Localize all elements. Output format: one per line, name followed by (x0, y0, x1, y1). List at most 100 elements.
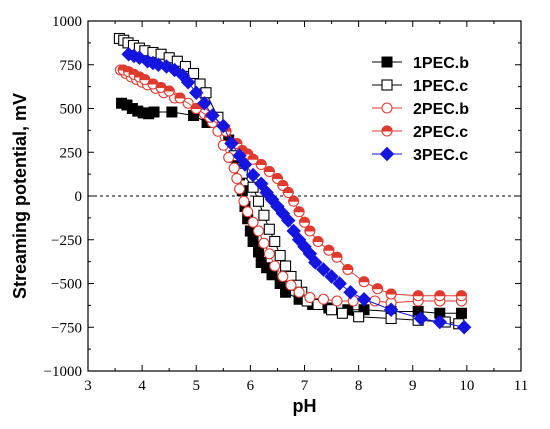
y-tick-label: 1000 (52, 14, 82, 30)
data-point-3pec-c (456, 320, 472, 335)
legend-label-2pec-b: 2PEC.b (413, 101, 469, 118)
data-point-3pec-c (316, 262, 331, 277)
data-point-1pec-c (326, 304, 338, 316)
data-point-3pec-c (324, 269, 339, 284)
data-point-3pec-c (343, 285, 358, 300)
data-point-2pec-c (255, 158, 267, 171)
data-point-2pec-b (242, 206, 254, 218)
data-point-1pec-c (187, 67, 200, 80)
data-point-2pec-b (238, 195, 250, 207)
data-point-1pec-b (252, 246, 264, 258)
data-point-1pec-c (252, 195, 265, 207)
data-point-2pec-b (331, 295, 343, 307)
data-point-2pec-c-fill (255, 159, 267, 165)
data-point-2pec-c (139, 74, 151, 86)
data-point-1pec-b (148, 106, 160, 118)
data-point-2pec-c (385, 288, 397, 300)
y-tick-label: −1000 (44, 364, 82, 380)
data-point-2pec-b (247, 216, 259, 228)
data-point-2pec-c (155, 81, 167, 94)
data-point-2pec-c-fill (455, 290, 467, 297)
data-point-2pec-c-fill (372, 283, 384, 290)
legend-item-2pec-b: 2PEC.b (372, 101, 469, 118)
data-point-1pec-c (269, 235, 281, 248)
data-point-1pec-b (455, 307, 467, 319)
data-point-2pec-b (304, 291, 316, 304)
data-point-2pec-b (252, 225, 265, 237)
data-point-3pec-c (253, 176, 269, 191)
data-point-3pec-c (432, 314, 448, 330)
legend-item-1pec-b: 1PEC.b (372, 55, 469, 72)
x-tick-label: 7 (301, 378, 309, 394)
y-tick-label: 250 (60, 145, 83, 161)
data-point-2pec-b (293, 286, 305, 298)
data-point-2pec-c (271, 172, 283, 185)
data-point-2pec-c (372, 283, 384, 295)
data-point-3pec-c (383, 302, 399, 317)
data-point-2pec-c (247, 153, 259, 165)
data-point-2pec-c-fill (271, 173, 283, 179)
data-point-2pec-c (412, 290, 424, 302)
data-point-3pec-c (281, 213, 296, 228)
data-point-2pec-c-fill (385, 288, 397, 295)
legend-marker-3pec-c (379, 146, 395, 162)
data-point-1pec-c (274, 249, 286, 262)
data-point-2pec-c (358, 276, 370, 288)
data-point-2pec-c (298, 216, 311, 228)
data-point-2pec-b (263, 248, 275, 260)
y-tick-label: 0 (75, 189, 83, 205)
series-2pec-c (117, 64, 468, 302)
data-point-2pec-c (293, 206, 305, 218)
x-axis-title: pH (293, 396, 317, 416)
data-point-3pec-c (189, 85, 204, 100)
data-point-3pec-c (224, 136, 239, 151)
x-tick-label: 4 (138, 378, 146, 394)
data-point-2pec-c-fill (298, 216, 311, 223)
data-point-2pec-c-fill (342, 264, 354, 270)
data-point-3pec-c (232, 148, 247, 163)
data-point-2pec-c-fill (323, 244, 335, 251)
y-tick-label: −500 (51, 277, 82, 293)
data-point-3pec-c (286, 223, 301, 239)
data-point-3pec-c (205, 108, 220, 123)
data-point-2pec-c-fill (277, 180, 289, 186)
data-point-2pec-b (269, 260, 281, 272)
data-point-2pec-c-fill (247, 153, 259, 160)
data-point-2pec-c (323, 244, 335, 256)
data-point-1pec-b (247, 236, 259, 247)
data-point-2pec-b (285, 279, 297, 291)
x-tick-label: 3 (84, 378, 92, 394)
data-point-2pec-c-fill (163, 85, 175, 92)
data-point-3pec-c (356, 292, 372, 307)
data-point-2pec-c-fill (263, 166, 275, 172)
data-point-3pec-c (413, 311, 429, 326)
data-point-2pec-c-fill (331, 251, 343, 258)
data-point-1pec-c (194, 78, 206, 90)
data-point-2pec-b (231, 172, 243, 185)
data-point-2pec-c (455, 290, 468, 302)
x-tick-label: 8 (355, 378, 363, 394)
data-point-2pec-c (312, 235, 324, 248)
legend-label-2pec-c: 2PEC.c (413, 124, 468, 141)
data-point-2pec-c-fill (358, 276, 370, 283)
data-point-2pec-c-fill (412, 290, 424, 297)
data-point-2pec-c (342, 263, 354, 276)
data-layer (88, 32, 521, 335)
data-point-2pec-c (190, 102, 202, 115)
legend-marker-2pec-c (381, 125, 393, 137)
legend-item-2pec-c: 2PEC.c (372, 124, 468, 141)
y-tick-label: 500 (60, 102, 83, 118)
data-point-3pec-c (216, 118, 231, 134)
data-point-2pec-c (434, 290, 446, 302)
x-tick-label: 5 (193, 378, 201, 394)
legend-marker-1pec-b (381, 56, 393, 68)
data-point-1pec-b (166, 106, 178, 118)
data-point-2pec-b (228, 162, 240, 174)
legend-label-1pec-b: 1PEC.b (413, 55, 469, 72)
data-point-3pec-c (308, 255, 323, 270)
y-tick-label: −250 (51, 233, 82, 249)
y-axis-title: Streaming potential, mV (10, 93, 30, 299)
data-point-1pec-c (258, 209, 270, 221)
data-point-1pec-c (280, 260, 292, 272)
